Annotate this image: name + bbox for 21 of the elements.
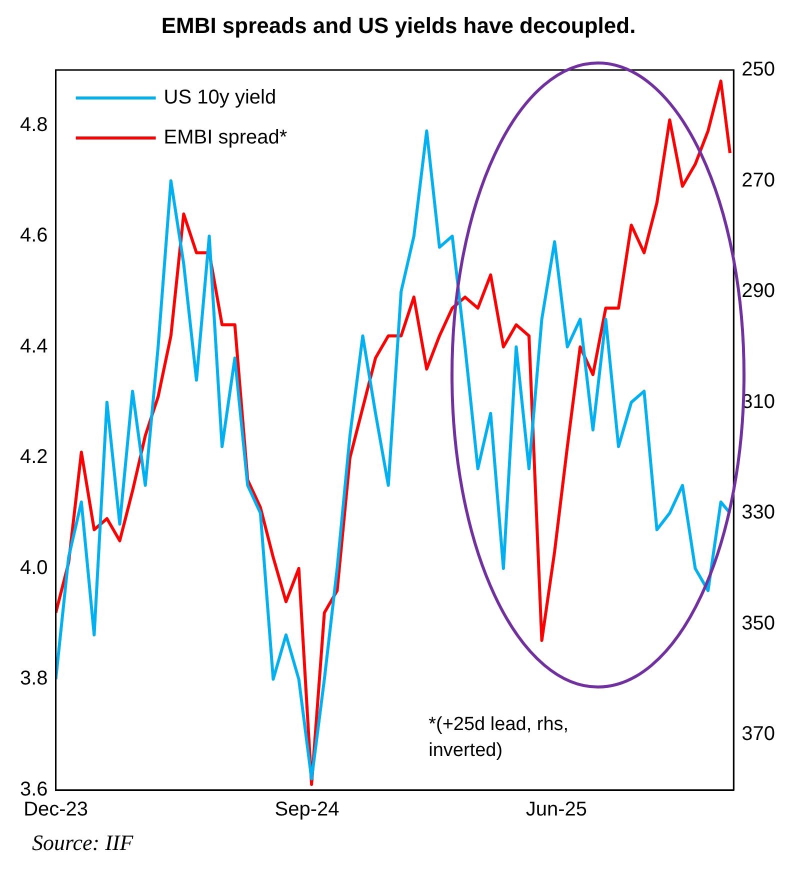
- legend-label: US 10y yield: [164, 86, 276, 109]
- y2-tick-label: 290: [742, 280, 776, 302]
- y-tick-label: 4.2: [20, 446, 48, 468]
- y-tick-label: 3.6: [20, 778, 48, 801]
- y2-tick-label: 250: [742, 58, 776, 81]
- chart-title: EMBI spreads and US yields have decoupled.: [160, 12, 637, 40]
- y-tick-label: 3.8: [20, 668, 48, 690]
- y2-tick-label: 330: [742, 502, 776, 524]
- x-tick-label: Dec-23: [24, 798, 88, 821]
- source-note: Source: IIF: [32, 830, 134, 856]
- x-tick-label: Sep-24: [274, 798, 340, 821]
- x-tick-label: Jun-25: [526, 798, 587, 821]
- annotation: *(+25d lead, rhs, inverted): [428, 714, 569, 761]
- y2-tick-label: 370: [742, 723, 776, 746]
- y2-tick-label: 350: [742, 612, 776, 634]
- y-tick-label: 4.8: [20, 114, 48, 136]
- y-tick-label: 4.0: [20, 556, 48, 579]
- y-tick-label: 4.4: [20, 335, 48, 358]
- y2-tick-label: 270: [742, 169, 776, 192]
- y-tick-label: 4.6: [20, 224, 48, 247]
- legend-label: EMBI spread*: [164, 126, 288, 149]
